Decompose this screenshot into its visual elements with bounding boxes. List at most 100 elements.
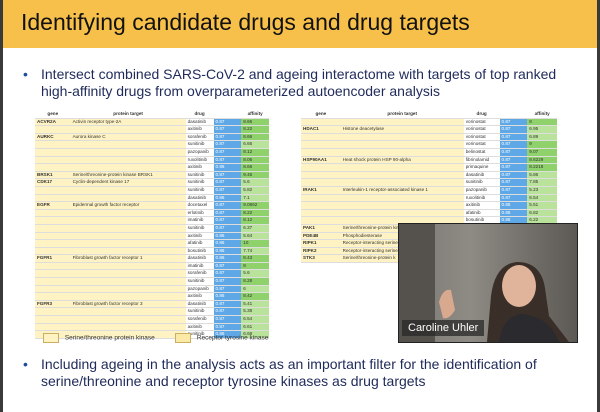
title-bar: Identifying candidate drugs and drug tar… (3, 0, 597, 48)
left-cell (70, 194, 186, 203)
right-cell: 5.51 (527, 201, 557, 210)
right-cell (301, 216, 341, 225)
left-cell: 9.46 (241, 171, 269, 180)
right-cell: 8 (527, 118, 557, 127)
left-cell: 5.38 (241, 307, 269, 317)
left-cell (70, 125, 186, 134)
right-header-1: protein target (340, 111, 464, 119)
left-cell: 0.86 (213, 292, 242, 301)
left-cell (35, 285, 71, 294)
left-cell (35, 186, 71, 195)
left-cell: 0.86 (213, 194, 242, 203)
left-cell: 5.64 (241, 232, 269, 241)
right-cell: 9.07 (527, 148, 557, 157)
right-cell: primaquine (463, 163, 500, 172)
right-cell: Interleukin-1 receptor-associated kinase… (340, 186, 464, 195)
right-cell: 0.87 (499, 171, 528, 180)
left-cell: Activin receptor type-2A (70, 118, 186, 127)
table-row: axitinib 0.86 5.64 (35, 232, 269, 241)
right-cell: 7.85 (527, 178, 557, 187)
table-row: axitinib 0.87 6.61 (35, 323, 269, 332)
left-cell: 0.87 (213, 209, 242, 218)
right-cell: vorinostat (463, 125, 500, 134)
left-cell: 0.86 (213, 254, 242, 263)
right-drug-table: gene protein target drug correlation affinit… (301, 111, 557, 263)
right-cell: HSP90AA1 (301, 156, 341, 165)
left-cell (35, 125, 71, 134)
left-cell (70, 224, 186, 233)
right-cell: HDAC1 (301, 125, 341, 134)
slide-title: Identifying candidate drugs and drug tar… (21, 9, 470, 35)
right-cell (301, 133, 341, 142)
right-cell (301, 171, 341, 180)
right-cell: dasatinib (463, 171, 500, 180)
left-cell: Epidermal growth factor receptor (70, 201, 186, 210)
left-cell (70, 140, 186, 149)
right-cell (340, 133, 464, 142)
left-cell: sunitinib (185, 277, 214, 286)
right-cell: belinostat (463, 148, 500, 157)
left-cell (70, 239, 186, 248)
right-cell (301, 209, 341, 218)
left-cell (70, 277, 186, 286)
left-cell: 0.87 (213, 269, 242, 279)
table-row: sorafenib 0.87 6.54 (35, 315, 269, 324)
left-cell: axitinib (185, 163, 214, 172)
table-row: sorafenib 0.87 5.6 (35, 269, 269, 279)
right-cell: 0.87 (499, 156, 528, 165)
left-cell: 0.87 (213, 323, 242, 332)
table-row: imatinib 0.87 8 (35, 262, 269, 271)
left-cell (70, 269, 186, 279)
left-cell: 0.87 (213, 156, 242, 165)
left-cell (35, 277, 71, 286)
right-cell: STK3 (301, 254, 341, 263)
right-cell: 6.89 (527, 133, 557, 142)
table-row: axitinib 0.86 5.51 (301, 201, 557, 210)
right-cell: 6.54 (527, 194, 557, 203)
right-cell (301, 118, 341, 127)
table-row: belinostat 0.87 9.07 (301, 148, 557, 157)
left-cell: 0.86 (213, 232, 242, 241)
right-cell: sunitinib (463, 178, 500, 187)
participant-name-tag: Caroline Uhler (402, 320, 485, 336)
left-cell: 0.87 (213, 125, 242, 134)
left-cell (35, 323, 71, 332)
left-header-3: correlation (213, 111, 242, 119)
bullet-2-text: Including ageing in the analysis acts as… (41, 356, 537, 389)
left-cell: 8.42 (241, 292, 269, 301)
left-cell: sunitinib (185, 224, 214, 233)
left-cell: 0.87 (213, 186, 242, 195)
left-cell: dasatinib (185, 300, 214, 309)
participant-video-tile[interactable]: Caroline Uhler (398, 223, 578, 343)
left-cell: dasatinib (185, 118, 214, 127)
left-cell: 7.1 (241, 194, 269, 203)
left-cell: 6 (241, 285, 269, 294)
left-cell: axitinib (185, 292, 214, 301)
legend-label-tyrosine: Receptor tyrosine kinase (196, 334, 269, 342)
legend-label-serine: Serine/threonine protein kinase (64, 334, 155, 342)
left-cell (70, 330, 186, 339)
left-cell (35, 262, 71, 271)
legend-swatch-serine (43, 333, 59, 343)
left-cell: 0.87 (213, 118, 242, 127)
right-cell (340, 194, 464, 203)
left-cell: 6.66 (241, 140, 269, 149)
left-cell: 0.86 (213, 330, 242, 339)
right-cell (301, 201, 341, 210)
table-row: vorinostat 0.87 9 (301, 140, 557, 149)
left-cell: sorafenib (185, 133, 214, 142)
table-row: afatinib 0.86 6.82 (301, 209, 557, 218)
left-cell (70, 232, 186, 241)
right-cell (340, 163, 464, 172)
left-header-0: gene (35, 111, 71, 119)
left-cell: imatinib (185, 262, 214, 271)
left-cell: 6.68 (241, 330, 269, 339)
table-row: axitinib 0.87 8.22 (35, 125, 269, 134)
table-row: BRSK1 Serine/threonine-protein kinase BRS… (35, 171, 269, 180)
left-cell: docetaxel (185, 201, 214, 210)
left-cell: 0.87 (213, 285, 242, 294)
participant-silhouette-icon (439, 262, 569, 342)
left-cell: sunitinib (185, 171, 214, 180)
table-row: sunitinib 0.87 7.85 (301, 178, 557, 187)
table-row: ruxolitinib 0.87 8.06 (35, 156, 269, 165)
